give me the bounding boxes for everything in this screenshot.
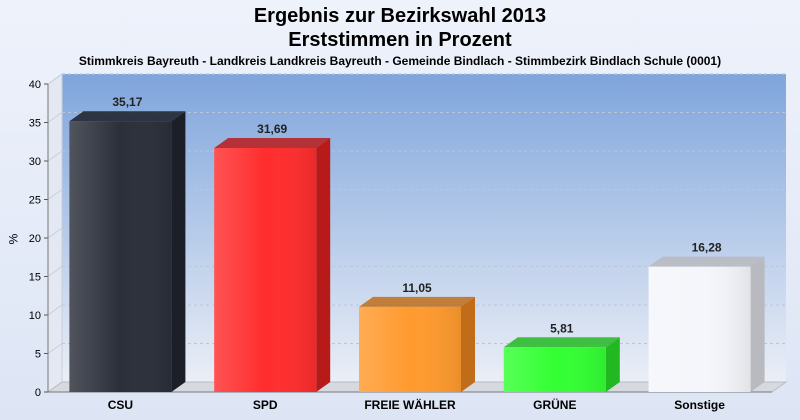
chart-location-subtitle: Stimmkreis Bayreuth - Landkreis Landkrei… <box>78 54 722 68</box>
data-label: 31,69 <box>257 122 287 136</box>
bar-sheen <box>214 147 317 392</box>
data-label: 35,17 <box>112 95 142 109</box>
grid-line-side <box>47 112 63 123</box>
data-label: 11,05 <box>402 281 432 295</box>
data-label: 16,28 <box>692 241 722 255</box>
y-tick-label: 20 <box>29 233 41 245</box>
grid-line-side <box>47 189 63 200</box>
bar-sheen <box>359 306 461 392</box>
y-tick-label: 35 <box>29 118 41 130</box>
x-tick-label: FREIE WÄHLER <box>364 397 456 412</box>
bar-top <box>503 337 620 348</box>
bar-sheen <box>503 347 606 392</box>
y-tick-label: 5 <box>35 349 41 361</box>
grid-line-side <box>47 304 63 316</box>
y-tick-label: 10 <box>29 310 41 322</box>
grid-line-side <box>47 73 63 85</box>
y-tick-label: 30 <box>29 156 41 168</box>
bar-side-spd <box>316 137 331 392</box>
y-tick-label: 0 <box>35 387 41 399</box>
bar-top <box>214 137 331 148</box>
grid-line-side <box>47 266 63 277</box>
bar-side-sonstige <box>750 256 765 392</box>
x-tick-label: CSU <box>108 398 133 412</box>
bar-top <box>648 256 765 267</box>
y-tick-label: 15 <box>29 272 41 284</box>
bar-sheen <box>69 121 172 392</box>
bar-top <box>69 111 186 122</box>
x-tick-label: GRÜNE <box>533 397 576 412</box>
bar-side-csu <box>171 111 186 392</box>
y-tick-label: 40 <box>29 79 41 91</box>
grid-line-side <box>47 150 63 162</box>
bar-side-gr-ne <box>605 337 620 392</box>
bar-sheen <box>648 266 751 392</box>
grid-line-side <box>47 227 63 239</box>
bar-top <box>359 296 475 307</box>
chart-title: Ergebnis zur Bezirkswahl 2013 <box>253 5 547 27</box>
bar-side-freie-w-hler <box>461 296 475 392</box>
data-label: 5,81 <box>550 321 574 335</box>
grid-line-side <box>47 343 63 354</box>
y-tick-label: 25 <box>29 195 41 207</box>
x-tick-label: Sonstige <box>674 398 725 412</box>
x-tick-label: SPD <box>253 398 278 412</box>
chart-subtitle: Erststimmen in Prozent <box>288 29 512 51</box>
